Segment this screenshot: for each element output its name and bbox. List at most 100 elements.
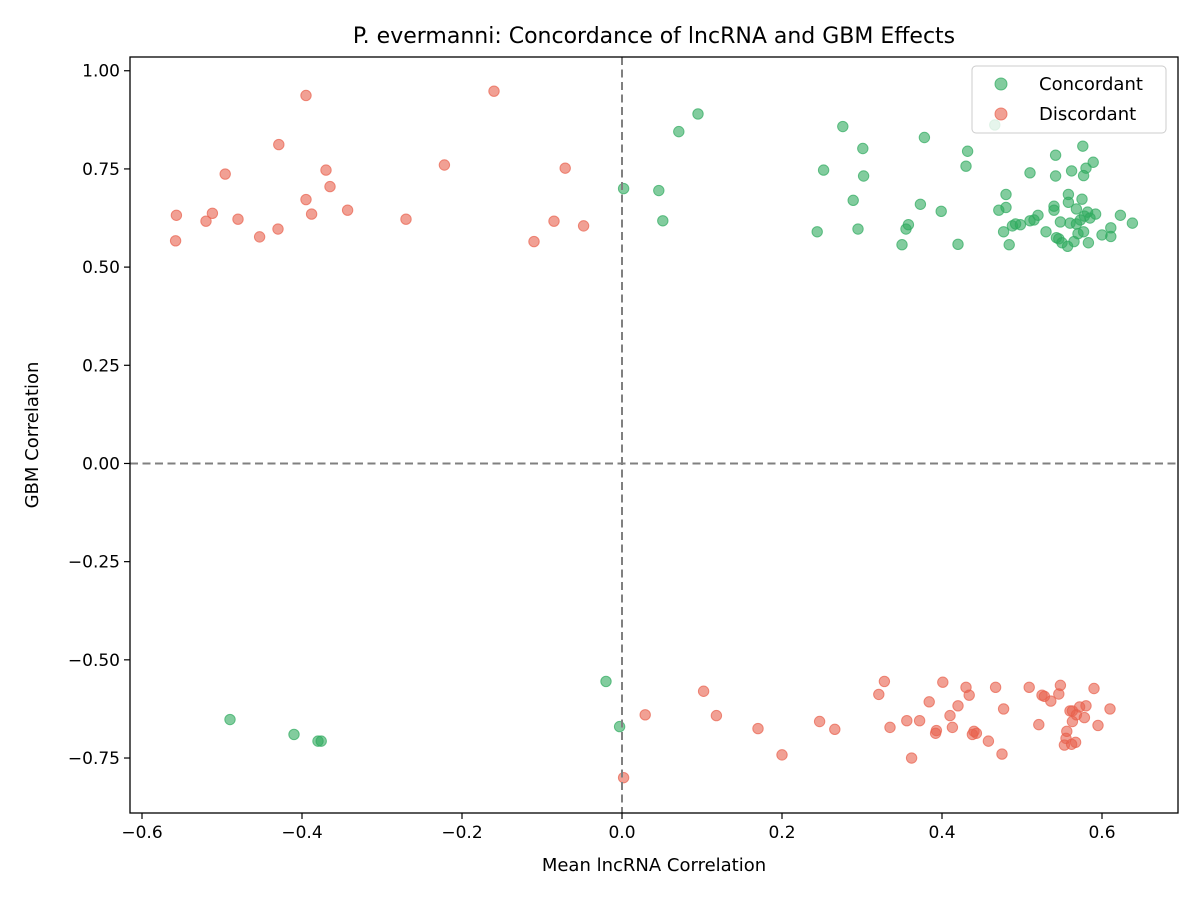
data-point-concordant [1065,165,1078,177]
legend: Concordant Discordant [971,65,1167,134]
data-point-discordant [528,235,540,248]
data-point-concordant [918,131,931,144]
y-tick-label: −0.50 [68,651,120,671]
x-axis: −0.6 −0.4 −0.2 0.0 0.2 0.4 0.6 [121,813,1116,843]
data-point-discordant [300,89,312,102]
data-point-concordant [1114,209,1127,221]
data-point-discordant [170,209,183,221]
points-layer [169,85,1139,784]
data-point-discordant [952,700,964,712]
data-point-discordant [169,235,182,247]
data-point-concordant [673,125,685,138]
data-point-discordant [1033,718,1045,731]
data-point-discordant [989,681,1002,694]
x-tick-label: 0.2 [768,823,795,843]
data-point-discordant [577,220,590,232]
x-axis-title: Mean lncRNA Correlation [542,855,766,876]
data-point-discordant [905,752,918,764]
data-point-concordant [1024,167,1036,179]
legend-label-discordant: Discordant [1039,104,1136,125]
y-tick-label: −0.25 [68,553,120,573]
data-point-discordant [300,193,312,206]
legend-marker-discordant [994,107,1008,121]
data-point-discordant [963,689,975,701]
data-point-concordant [657,215,669,227]
data-point-concordant [857,142,869,155]
data-point-concordant [952,238,964,251]
data-point-discordant [697,685,710,697]
data-point-discordant [1066,715,1079,728]
data-point-discordant [341,204,354,216]
data-point-discordant [1078,711,1091,724]
data-point-concordant [1054,216,1067,228]
data-point-discordant [617,771,630,784]
data-point-discordant [923,696,935,708]
data-point-concordant [224,713,236,726]
y-axis: −0.75 −0.50 −0.25 0.00 0.25 0.50 0.75 1.00 [68,62,130,769]
data-point-concordant [600,675,612,688]
data-point-concordant [1105,230,1117,243]
data-point-discordant [1092,719,1104,732]
data-point-concordant [1077,169,1090,182]
data-point-concordant [1000,201,1012,214]
data-point-concordant [900,223,912,235]
data-point-concordant [692,108,704,120]
data-point-discordant [1023,681,1035,694]
x-tick-label: 0.0 [608,823,635,843]
data-point-concordant [852,223,864,235]
chart-title: P. evermanni: Concordance of lncRNA and … [353,24,955,49]
data-point-concordant [653,184,665,197]
data-point-discordant [1065,738,1078,750]
data-point-discordant [559,162,571,174]
data-point-discordant [272,223,284,235]
data-point-concordant [1028,214,1040,226]
y-tick-label: 0.75 [82,160,120,180]
x-tick-label: −0.2 [441,823,482,843]
y-axis-title: GBM Correlation [22,362,43,509]
data-point-concordant [1076,193,1088,205]
data-point-concordant [914,198,927,210]
data-point-discordant [996,748,1008,760]
data-point-discordant [913,715,926,727]
data-point-concordant [1077,140,1089,152]
data-point-discordant [813,715,826,728]
data-point-discordant [997,703,1010,715]
data-point-discordant [1080,700,1092,712]
data-point-discordant [639,709,651,721]
data-point-concordant [288,728,300,741]
x-tick-label: 0.6 [1088,823,1115,843]
data-point-discordant [273,138,285,151]
data-point-concordant [1077,226,1090,238]
data-point-concordant [1049,170,1062,182]
data-point-discordant [253,231,266,243]
y-tick-label: 1.00 [82,62,120,82]
data-point-concordant [1062,196,1075,209]
data-point-discordant [548,215,560,227]
data-point-discordant [937,676,949,688]
series-concordant [224,108,1139,747]
data-point-discordant [1045,695,1057,707]
data-point-discordant [1104,703,1116,715]
data-point-concordant [1068,235,1080,248]
data-point-discordant [324,180,336,193]
y-tick-label: 0.00 [82,454,120,474]
y-tick-label: 0.25 [82,356,120,376]
data-point-discordant [946,721,959,734]
data-point-concordant [1049,149,1062,161]
data-point-discordant [776,749,788,761]
data-point-discordant [1053,688,1065,700]
x-tick-label: −0.6 [121,823,162,843]
data-point-concordant [847,194,859,207]
data-point-concordant [1048,204,1060,216]
data-point-discordant [488,85,500,97]
data-point-discordant [901,715,913,727]
legend-label-concordant: Concordant [1039,74,1143,95]
data-point-concordant [1000,188,1012,201]
data-point-discordant [232,213,244,225]
data-point-concordant [817,164,830,176]
data-point-concordant [1014,218,1027,231]
data-point-discordant [710,709,723,722]
data-point-concordant [857,170,870,182]
